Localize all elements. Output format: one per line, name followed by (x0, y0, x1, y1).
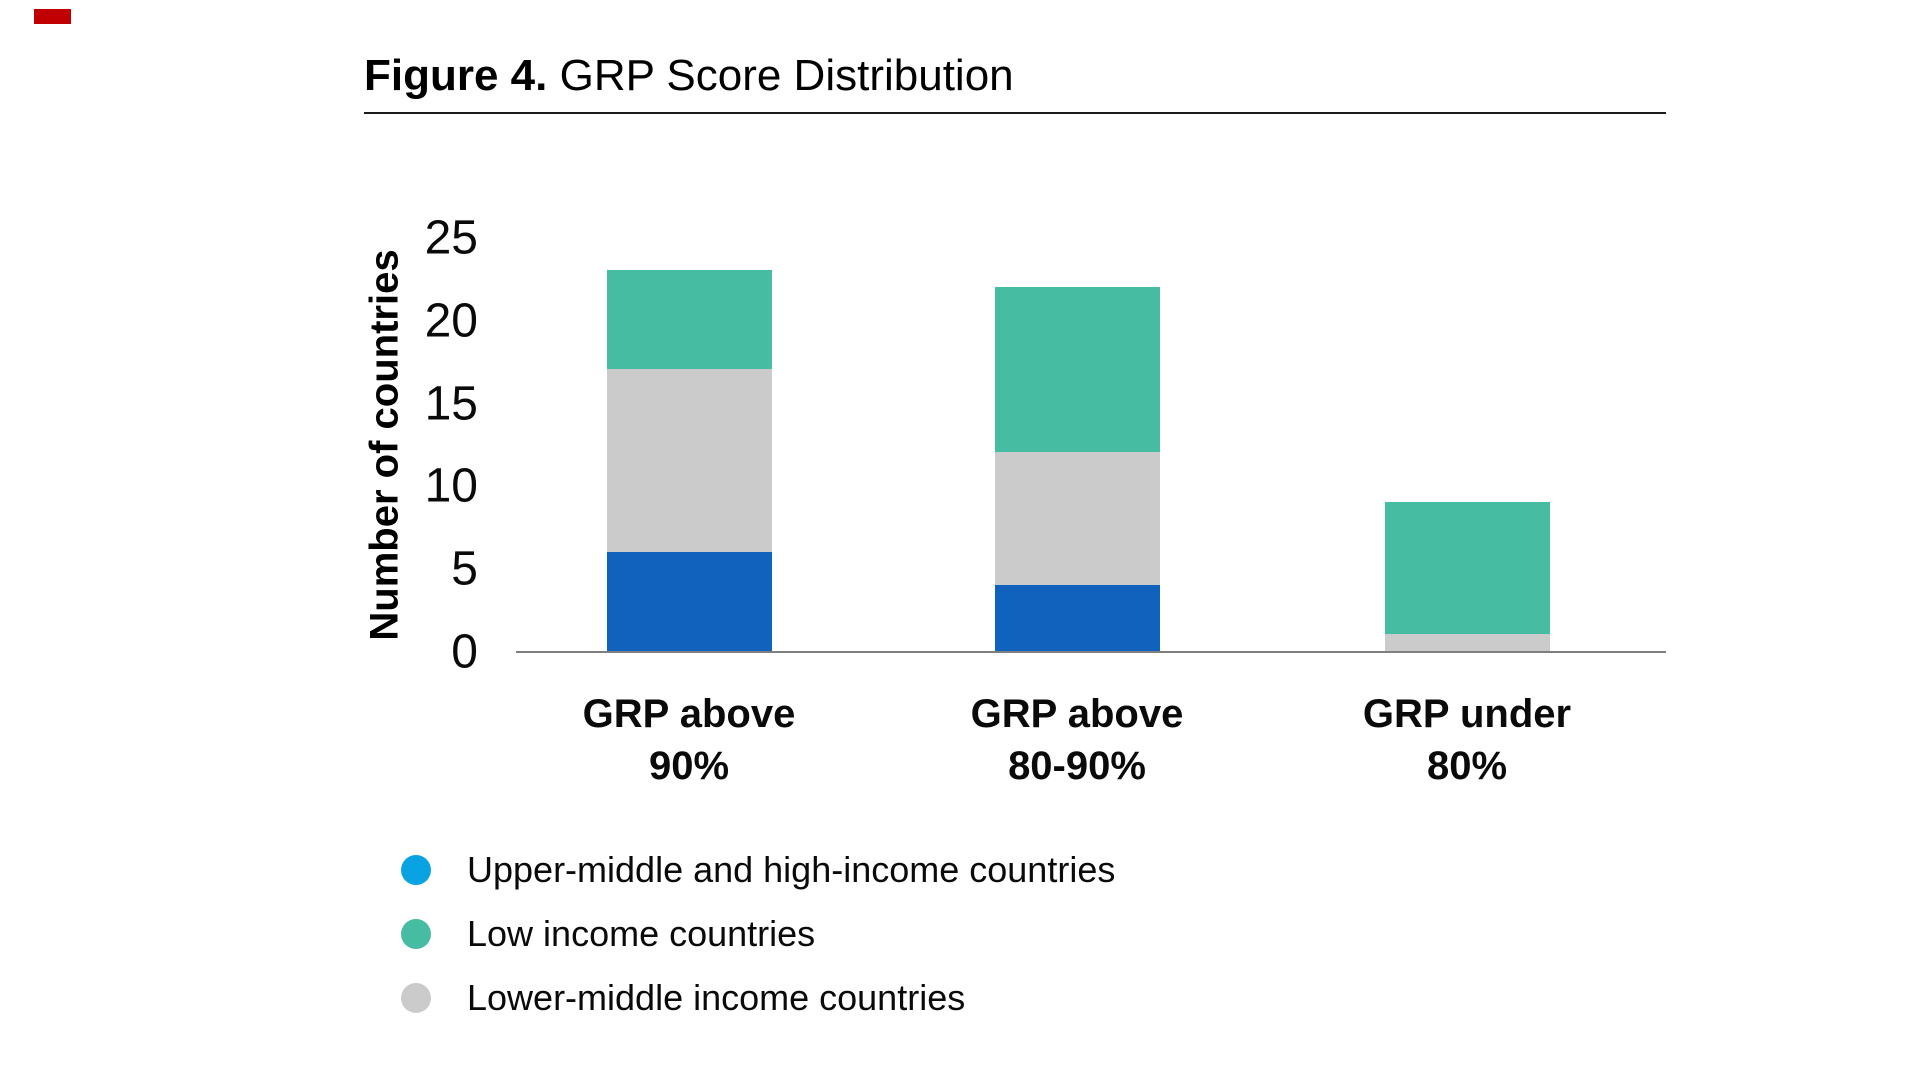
x-category-label: GRP above 90% (479, 688, 899, 792)
title-divider-line (364, 112, 1666, 114)
legend-color-dot-icon (401, 919, 431, 949)
bar-segment-upper-middle-and-high-income-countries (606, 551, 772, 651)
bar-segment-lower-middle-income-countries (1384, 634, 1550, 651)
y-tick-label: 5 (451, 542, 478, 596)
legend-item: Lower-middle income countries (401, 966, 1115, 1030)
figure-title-text: GRP Score Distribution (547, 51, 1014, 100)
y-tick-label: 10 (424, 459, 478, 513)
legend-color-dot-icon (401, 855, 431, 885)
x-category-label-line: GRP under (1362, 692, 1572, 736)
y-tick-label: 15 (424, 377, 478, 431)
legend-item-label: Low income countries (467, 913, 816, 954)
figure-title: Figure 4. GRP Score Distribution (364, 50, 1014, 103)
bar-segment-lower-middle-income-countries (994, 452, 1160, 585)
y-tick-label: 0 (451, 625, 478, 679)
figure-title-prefix: Figure 4. (364, 51, 548, 100)
x-category-label: GRP above 80-90% (867, 688, 1287, 792)
x-category-label-line: 90% (648, 744, 730, 788)
bar-segment-low-income-countries (1384, 501, 1550, 635)
corner-red-mark (34, 9, 71, 24)
x-category-label-line: 80-90% (1008, 744, 1146, 788)
y-tick-label: 20 (424, 294, 478, 348)
legend-color-dot-icon (401, 983, 431, 1013)
x-axis-line (516, 651, 1666, 653)
legend-item: Upper-middle and high-income countries (401, 838, 1115, 902)
y-tick-label: 25 (424, 211, 478, 265)
plot-area (516, 237, 1666, 651)
x-category-label-line: 80% (1426, 744, 1508, 788)
legend-item-label: Upper-middle and high-income countries (467, 849, 1116, 890)
bar-segment-low-income-countries (606, 270, 772, 370)
chart-legend: Upper-middle and high-income countries Lo… (401, 838, 1115, 1030)
bar-segment-lower-middle-income-countries (606, 369, 772, 552)
legend-item-label: Lower-middle income countries (467, 977, 966, 1018)
legend-item: Low income countries (401, 902, 1115, 966)
x-category-label-line: GRP above (970, 692, 1184, 736)
x-category-label: GRP under 80% (1257, 688, 1677, 792)
bar-segment-low-income-countries (994, 286, 1160, 453)
x-category-label-line: GRP above (582, 692, 796, 736)
bar-segment-upper-middle-and-high-income-countries (994, 584, 1160, 651)
